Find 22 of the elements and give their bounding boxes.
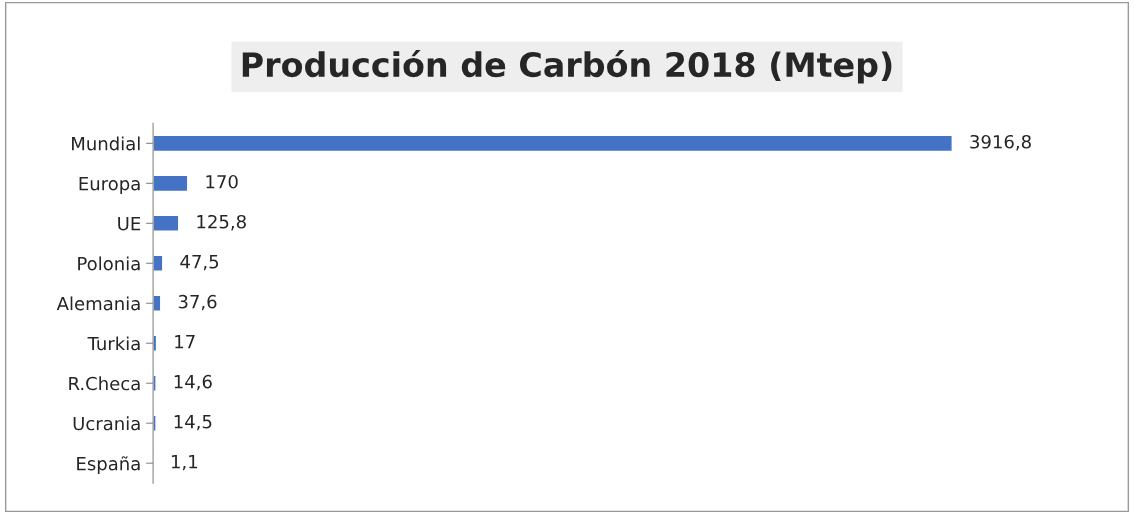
data-label: 125,8 [197,214,246,231]
data-label: 1,1 [171,454,198,471]
data-label: 37,6 [178,294,217,311]
y-tick-label: R.Checa [69,376,140,391]
y-tick-label: Mundial [72,136,140,151]
y-tick-label: Europa [79,177,140,194]
data-label: 170 [206,174,238,189]
data-label: 3916,8 [970,134,1031,151]
y-tick-label: Alemania [56,296,140,311]
y-tick-label: Ucrania [73,416,140,431]
bar [153,214,180,232]
y-tick-label: España [77,456,140,474]
chart-title: Producción de Carbón 2018 (Mtep) [242,50,892,84]
bar [153,134,953,153]
y-tick-label: Polonia [78,256,140,271]
data-label: 14,6 [174,374,212,391]
bar [153,174,189,193]
data-label: 14,5 [174,415,212,431]
data-label: 17 [175,335,195,349]
y-tick-label: Turkia [87,336,140,351]
data-label: 47,5 [180,255,219,271]
y-tick-label: UE [118,217,141,231]
